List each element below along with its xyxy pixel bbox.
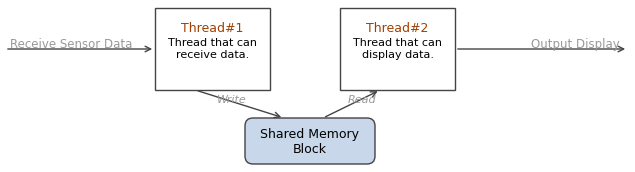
Text: Thread#1: Thread#1: [182, 22, 244, 35]
Text: Thread#2: Thread#2: [366, 22, 429, 35]
Text: Shared Memory
Block: Shared Memory Block: [260, 128, 359, 156]
Text: Output Display: Output Display: [531, 38, 620, 51]
Text: Thread that can
display data.: Thread that can display data.: [353, 38, 442, 60]
FancyBboxPatch shape: [340, 8, 455, 90]
FancyBboxPatch shape: [155, 8, 270, 90]
Text: Receive Sensor Data: Receive Sensor Data: [10, 38, 132, 51]
Text: Write: Write: [217, 95, 246, 105]
Text: Read: Read: [347, 95, 376, 105]
Text: Thread that can
receive data.: Thread that can receive data.: [168, 38, 257, 60]
FancyBboxPatch shape: [245, 118, 375, 164]
